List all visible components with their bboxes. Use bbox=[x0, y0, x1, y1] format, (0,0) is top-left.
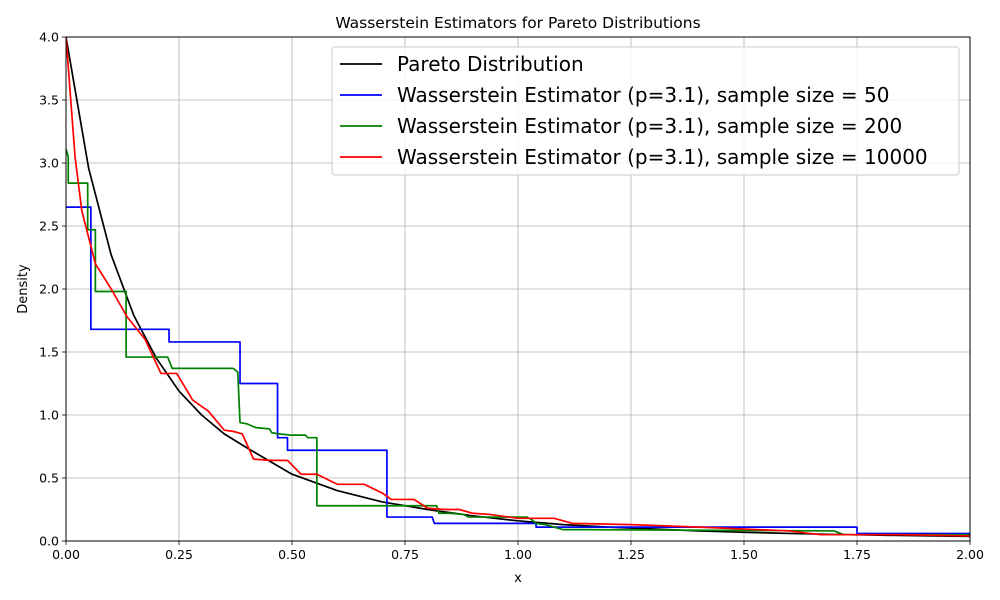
y-tick-label: 2.5 bbox=[39, 219, 59, 234]
x-tick-label: 1.75 bbox=[843, 547, 871, 562]
y-tick-label: 0.5 bbox=[39, 471, 59, 486]
y-tick-label: 1.0 bbox=[39, 408, 59, 423]
x-tick-label: 1.00 bbox=[504, 547, 532, 562]
y-tick-label: 4.0 bbox=[39, 30, 59, 45]
x-ticks: 0.00 0.25 0.50 0.75 1.00 1.25 1.50 1.75 2.00 bbox=[52, 541, 984, 562]
x-tick-label: 0.00 bbox=[52, 547, 80, 562]
y-tick-label: 1.5 bbox=[39, 345, 59, 360]
x-tick-label: 1.25 bbox=[617, 547, 645, 562]
series-line-1 bbox=[66, 206, 970, 535]
y-tick-label: 2.0 bbox=[39, 282, 59, 297]
series-line-2 bbox=[66, 148, 970, 536]
legend: Pareto Distribution Wasserstein Estimator… bbox=[331, 46, 960, 176]
series-line-0 bbox=[66, 37, 970, 538]
legend-label: Wasserstein Estimator (p=3.1), sample si… bbox=[397, 114, 902, 138]
y-axis-label: Density bbox=[16, 264, 31, 314]
x-tick-label: 1.50 bbox=[730, 547, 758, 562]
legend-label: Wasserstein Estimator (p=3.1), sample si… bbox=[397, 145, 928, 169]
legend-label: Pareto Distribution bbox=[397, 52, 584, 76]
legend-box bbox=[331, 46, 960, 176]
x-tick-label: 0.75 bbox=[391, 547, 419, 562]
x-tick-label: 0.50 bbox=[278, 547, 306, 562]
y-tick-label: 3.5 bbox=[39, 93, 59, 108]
x-axis-label: x bbox=[514, 571, 522, 586]
x-tick-label: 2.00 bbox=[956, 547, 984, 562]
y-tick-label: 3.0 bbox=[39, 156, 59, 171]
series-line-3 bbox=[66, 37, 970, 537]
series-layer bbox=[66, 37, 970, 538]
x-tick-label: 0.25 bbox=[165, 547, 193, 562]
y-ticks: 0.0 0.5 1.0 1.5 2.0 2.5 3.0 3.5 4.0 bbox=[39, 30, 66, 549]
legend-label: Wasserstein Estimator (p=3.1), sample si… bbox=[397, 83, 889, 107]
chart-title: Wasserstein Estimators for Pareto Distri… bbox=[335, 14, 700, 32]
y-tick-label: 0.0 bbox=[39, 534, 59, 549]
